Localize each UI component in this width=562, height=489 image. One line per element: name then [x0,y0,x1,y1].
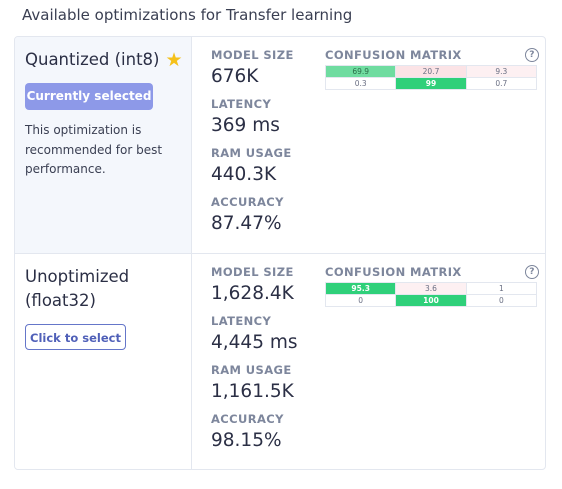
option-summary: Unoptimized (float32) Click to select [15,254,192,469]
metrics-column: MODEL SIZE 676K LATENCY 369 ms RAM USAGE… [211,47,321,243]
confusion-matrix-cell: 69.9 [324,65,397,78]
ram-usage-label: RAM USAGE [211,146,292,160]
latency-label: LATENCY [211,97,272,111]
confusion-matrix-header: CONFUSION MATRIX ? [325,264,539,280]
confusion-matrix-header: CONFUSION MATRIX ? [325,47,539,63]
metrics-column: MODEL SIZE 1,628.4K LATENCY 4,445 ms RAM… [211,264,321,460]
currently-selected-button[interactable]: Currently selected [25,83,153,110]
confusion-matrix-cell: 100 [395,294,467,307]
confusion-matrix-cell: 9.3 [465,65,538,78]
confusion-matrix-table: 69.9 20.7 9.3 0.3 99 0.7 [324,65,538,90]
confusion-matrix-cell: 20.7 [395,65,467,78]
optimizations-panel: Quantized (int8) ★ Currently selected Thi… [14,36,546,470]
option-row-unoptimized: Unoptimized (float32) Click to select MO… [15,254,545,469]
model-size-value: 1,628.4K [211,283,294,304]
ram-usage-value: 440.3K [211,164,277,185]
latency-label: LATENCY [211,314,272,328]
confusion-matrix-table: 95.3 3.6 1 0 100 0 [324,282,538,307]
confusion-matrix-cell: 0.3 [324,77,397,90]
confusion-matrix-row: 0 100 0 [324,294,538,307]
confusion-matrix-cell: 0.7 [465,77,538,90]
option-summary: Quantized (int8) ★ Currently selected Thi… [15,37,192,253]
latency-value: 369 ms [211,115,280,136]
ram-usage-value: 1,161.5K [211,381,294,402]
confusion-matrix: CONFUSION MATRIX ? 69.9 20.7 9.3 0.3 99 0.7 [324,47,539,90]
option-description: This optimization is recommended for bes… [25,123,163,176]
confusion-matrix-row: 69.9 20.7 9.3 [324,65,538,78]
help-icon[interactable]: ? [525,48,539,62]
page-title: Available optimizations for Transfer lea… [22,6,353,24]
model-size-value: 676K [211,66,259,87]
confusion-matrix-row: 0.3 99 0.7 [324,77,538,90]
latency-value: 4,445 ms [211,332,298,353]
confusion-matrix: CONFUSION MATRIX ? 95.3 3.6 1 0 100 0 [324,264,539,307]
ram-usage-label: RAM USAGE [211,363,292,377]
accuracy-value: 98.15% [211,430,282,451]
confusion-matrix-row: 95.3 3.6 1 [324,282,538,295]
confusion-matrix-label: CONFUSION MATRIX [325,265,462,279]
star-icon: ★ [165,49,183,71]
confusion-matrix-cell: 1 [465,282,538,295]
confusion-matrix-cell: 3.6 [395,282,467,295]
accuracy-label: ACCURACY [211,195,284,209]
accuracy-value: 87.47% [211,213,282,234]
click-to-select-button[interactable]: Click to select [25,324,126,350]
model-size-label: MODEL SIZE [211,265,294,279]
option-name: Unoptimized (float32) [25,267,130,310]
option-row-quantized: Quantized (int8) ★ Currently selected Thi… [15,37,545,254]
confusion-matrix-cell: 0 [324,294,397,307]
option-name: Quantized (int8) ★ [25,49,183,71]
help-icon[interactable]: ? [525,265,539,279]
confusion-matrix-cell: 0 [465,294,538,307]
confusion-matrix-label: CONFUSION MATRIX [325,48,462,62]
confusion-matrix-cell: 99 [395,77,467,90]
accuracy-label: ACCURACY [211,412,284,426]
model-size-label: MODEL SIZE [211,48,294,62]
confusion-matrix-cell: 95.3 [324,282,397,295]
